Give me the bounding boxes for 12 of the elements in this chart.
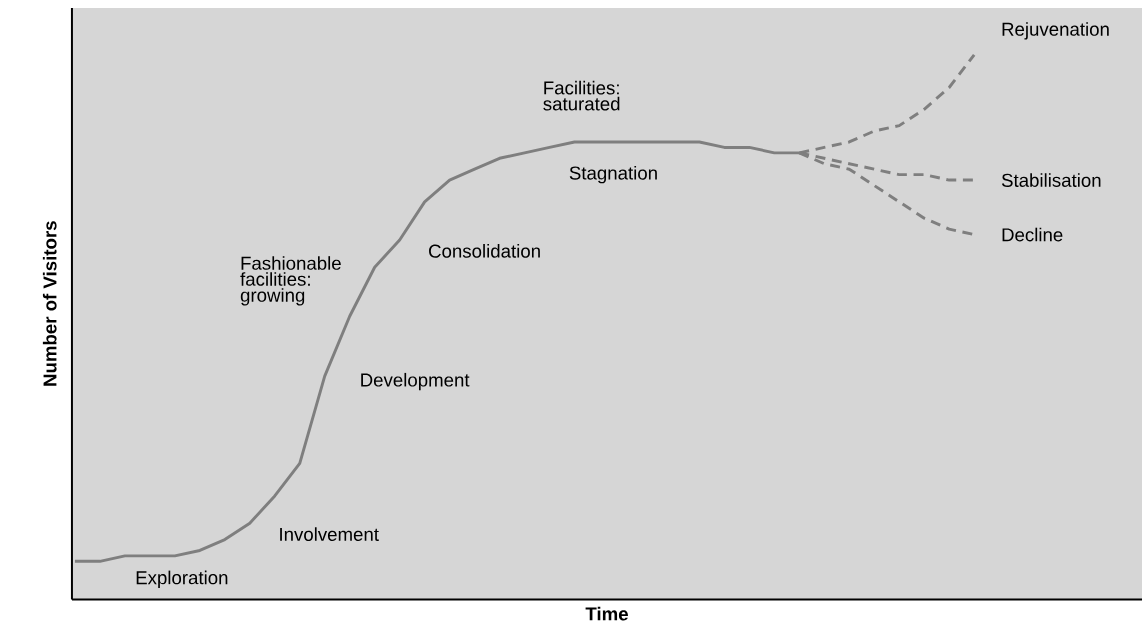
annotation: Fashionable facilities: growing xyxy=(240,255,341,306)
y-axis-title: Number of Visitors xyxy=(42,221,57,386)
annotation: Facilities: saturated xyxy=(543,80,620,111)
annotation: Exploration xyxy=(136,570,228,588)
series-label: Decline xyxy=(1002,227,1063,242)
series-label: Stabilisation xyxy=(1001,173,1101,187)
annotation: Development xyxy=(361,372,470,391)
annotation: Stagnation xyxy=(569,165,657,184)
x-axis-title: Time xyxy=(585,606,628,621)
annotation: Consolidation xyxy=(429,243,540,258)
series-label: Rejuvenation xyxy=(1002,21,1109,40)
annotation: Involvement xyxy=(280,527,379,541)
